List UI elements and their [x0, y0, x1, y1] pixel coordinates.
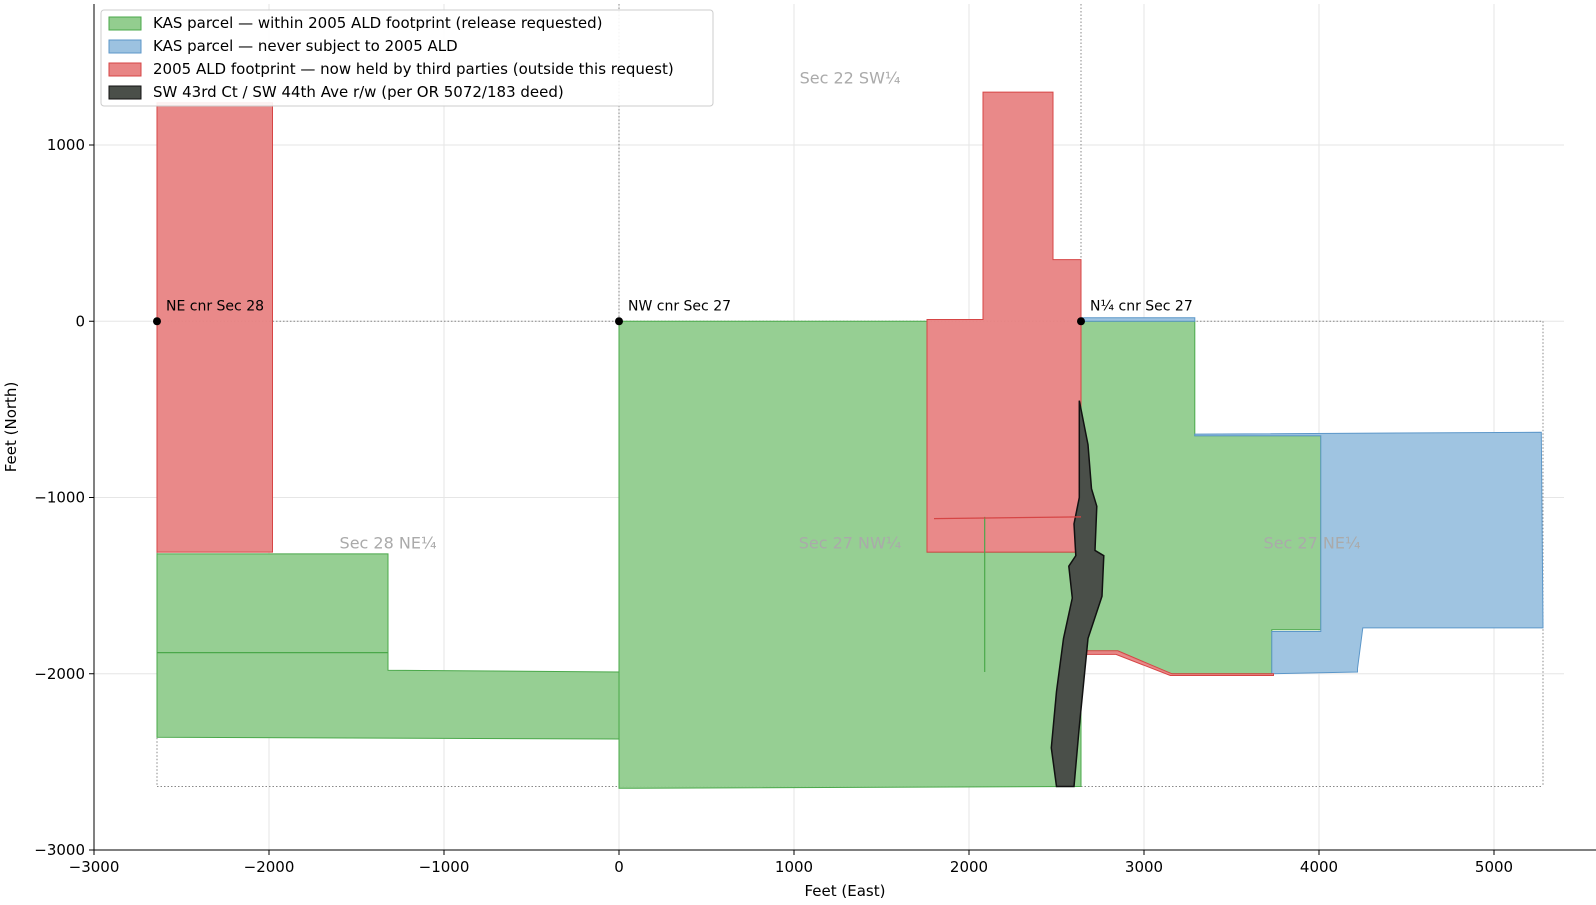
legend-swatch [108, 39, 142, 54]
x-axis-title: Feet (East) [805, 882, 886, 900]
x-tick-label: 3000 [1125, 858, 1163, 876]
x-tick-label: −2000 [244, 858, 295, 876]
red-parcel-polygon [156, 102, 273, 553]
x-tick-label: −3000 [69, 858, 120, 876]
corner-marker [1077, 317, 1085, 326]
corner-label: N¼ cnr Sec 27 [1090, 298, 1193, 314]
corner-marker [615, 317, 623, 326]
y-tick-label: 1000 [47, 136, 85, 154]
red-boundary-line [933, 516, 1082, 520]
legend-label: KAS parcel — never subject to 2005 ALD [153, 37, 458, 55]
section-label: Sec 28 NE¼ [340, 534, 437, 553]
red-parcel-polygon [926, 91, 1082, 553]
y-tick-label: −2000 [34, 665, 85, 683]
section-label: Sec 27 NE¼ [1264, 534, 1361, 553]
corner-markers: NE cnr Sec 28 NW cnr Sec 27 N¼ cnr Sec 27 [153, 298, 1193, 326]
corner-label: NE cnr Sec 28 [166, 298, 264, 314]
section-label: Sec 27 NW¼ [799, 534, 902, 553]
corner-marker [153, 317, 161, 326]
right-of-way-polygon [1050, 400, 1105, 788]
x-tick-label: 2000 [950, 858, 988, 876]
y-tick-label: 0 [75, 312, 85, 330]
legend-box [100, 9, 714, 107]
y-tick-label: −3000 [34, 841, 85, 859]
parcel-polygons [156, 91, 1544, 789]
x-tick-label: 0 [614, 858, 624, 876]
legend-swatch [108, 16, 142, 31]
green-parcel-polygon [1080, 320, 1322, 675]
x-tick-label: 5000 [1475, 858, 1513, 876]
section-labels: Sec 22 SW¼ Sec 28 NE¼ Sec 27 NW¼ Sec 27 NE¼ [340, 68, 1361, 552]
legend-swatch [108, 85, 142, 100]
x-tick-label: −1000 [419, 858, 470, 876]
red-parcel-polygon [1080, 650, 1274, 676]
axes: −3000 −2000 −1000 0 1000 2000 3000 4000 5000 −300… [2, 4, 1596, 900]
blue-parcel-polygon [1080, 317, 1196, 322]
legend: KAS parcel — within 2005 ALD footprint (… [100, 9, 714, 107]
legend-label: 2005 ALD footprint — now held by third p… [153, 60, 674, 78]
y-axis-title: Feet (North) [2, 382, 20, 473]
legend-label: SW 43rd Ct / SW 44th Ave r/w (per OR 507… [153, 83, 564, 101]
blue-parcel-polygon [1194, 431, 1544, 675]
section-label: Sec 22 SW¼ [800, 68, 901, 87]
green-parcel-polygon [156, 553, 620, 740]
y-tick-label: −1000 [34, 489, 85, 507]
corner-label: NW cnr Sec 27 [628, 298, 731, 314]
legend-swatch [108, 62, 142, 77]
x-tick-label: 1000 [775, 858, 813, 876]
legend-label: KAS parcel — within 2005 ALD footprint (… [153, 14, 602, 32]
x-tick-label: 4000 [1300, 858, 1338, 876]
